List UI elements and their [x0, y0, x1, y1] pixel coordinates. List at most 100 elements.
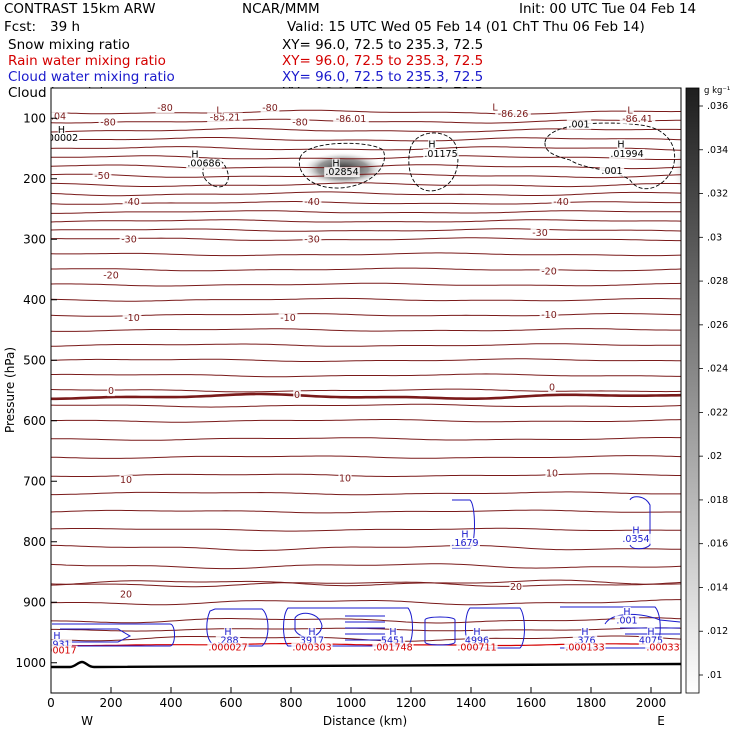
ice-max-label-bg	[324, 167, 360, 178]
isotherm	[51, 155, 681, 160]
ice-max-label-bg	[609, 148, 645, 159]
x-tick-label: 800	[280, 696, 303, 710]
colorbar-ramp	[685, 87, 700, 694]
rain-max-label: .000017	[37, 646, 76, 657]
isotherm-label: -10	[541, 310, 557, 321]
y-tick-label: 400	[23, 293, 46, 307]
isotherm	[51, 191, 681, 197]
extremum-label: H	[332, 159, 339, 170]
isotherm-label: -10	[124, 313, 140, 324]
cloud-water-max-label: .376	[574, 635, 595, 646]
rain-max-label: .000711	[457, 643, 496, 654]
cloud-water-max-label-bg	[299, 635, 325, 646]
extremum-label-bg	[215, 105, 223, 116]
isotherm-label: -85.21	[210, 113, 241, 124]
isotherm	[51, 581, 681, 588]
isotherm	[51, 544, 681, 551]
isotherm-label: 10	[546, 468, 558, 479]
ice-max-label: .00002	[45, 133, 78, 144]
extremum-label-bg	[191, 149, 199, 160]
cloud-water-h-bg	[473, 626, 481, 637]
isotherm-label-bg	[302, 234, 322, 245]
ice-max-label-bg	[423, 148, 459, 159]
isotherm-label-bg	[539, 309, 559, 320]
legend-field-xy: XY= 96.0, 72.5 to 235.3, 72.5	[282, 53, 483, 69]
isotherm-label: -20	[103, 271, 119, 282]
x-tick-label: 2000	[636, 696, 667, 710]
ice-max-label: .00686	[187, 159, 220, 170]
colorbar-tick-label: .036	[707, 101, 728, 112]
cloud-water-max-label-bg	[614, 615, 640, 626]
init-time: Init: 00 UTC Tue 04 Feb 14	[519, 1, 696, 17]
colorbar-unit: g kg⁻¹	[704, 86, 730, 96]
isotherm-label-bg	[119, 234, 139, 245]
cloud-water-h: H	[389, 627, 396, 638]
header: CONTRAST 15km ARW NCAR/MMM Init: 00 UTC …	[4, 1, 696, 35]
y-tick-label: 300	[23, 232, 46, 246]
extremum-label-bg	[428, 139, 436, 150]
colorbar: g kg⁻¹ .01 .012 .014 .016 .018 .02 .022 .024 .02…	[685, 86, 730, 694]
isotherm-label: -80	[157, 103, 173, 114]
isotherm-label-bg	[92, 170, 112, 181]
legend-field-name: Rain water mixing ratio	[8, 53, 166, 69]
isotherm	[51, 137, 681, 142]
ice-max-label: .01175	[424, 149, 457, 160]
cloud-water-h-bg	[581, 626, 589, 637]
legend-field-xy: XY= 96.0, 72.5 to 235.3, 72.5	[282, 37, 483, 53]
rain-max-label-bg	[207, 642, 249, 653]
cloud-water-max-label: .0354	[622, 534, 649, 545]
plot-labels: -80 -80 -80 -80 84.04 -85.21 -86.01 -86.26 -86.4…	[37, 102, 681, 657]
isotherm	[51, 437, 681, 441]
colorbar-tick-label: .028	[707, 276, 728, 287]
cloud-water-max-label: 4996	[465, 635, 489, 646]
rain-max-label: .000303	[292, 643, 331, 654]
cloud-water-h: H	[632, 525, 639, 536]
cloud-water-h-bg	[632, 525, 640, 536]
isotherm	[51, 228, 681, 232]
ice-max-label-bg	[599, 165, 625, 176]
isotherm	[51, 509, 681, 514]
ice-max-label: .001	[568, 119, 589, 130]
isotherm	[51, 182, 681, 188]
isotherm-label: -30	[304, 234, 320, 245]
isotherm-label-bg	[495, 109, 531, 120]
isotherm-label: -40	[304, 197, 320, 208]
isotherm-label-bg	[278, 312, 298, 323]
y-tick-label: 200	[23, 172, 46, 186]
cloud-water-h-bg	[623, 606, 631, 617]
cloud-water-max-label-bg	[450, 537, 480, 548]
isotherm-label: -30	[532, 228, 548, 239]
cloud-water-max-label: .1679	[451, 538, 478, 549]
ice-max-label: .001	[601, 166, 622, 177]
isotherm-label: 0	[108, 386, 114, 397]
extremum-label-bg	[617, 139, 625, 150]
y-tick-label: 600	[23, 414, 46, 428]
colorbar-tick-label: .016	[707, 539, 728, 550]
isotherm-label: 10	[339, 473, 351, 484]
y-axis-title: Pressure (hPa)	[3, 347, 17, 433]
isotherm-label-bg	[98, 117, 118, 128]
extremum-label: H	[428, 139, 435, 150]
isotherm-label-bg	[293, 389, 301, 400]
isotherm	[51, 237, 681, 242]
rain-max-label: .001748	[373, 643, 412, 654]
cloud-water-contour	[60, 628, 132, 643]
y-tick-label: 1000	[15, 656, 46, 670]
colorbar-tick-label: .032	[707, 189, 728, 200]
colorbar-tick-label: .022	[707, 407, 728, 418]
cloud-water-h: H	[623, 607, 630, 618]
rain-max-label: .000133	[565, 643, 604, 654]
cloud-water-max-label-bg	[621, 533, 651, 544]
cloud-water-h: H	[473, 627, 480, 638]
legend-field-xy: XY= 96.0, 72.5 to 235.3, 72.5	[282, 69, 483, 85]
plot-area: -80 -80 -80 -80 84.04 -85.21 -86.01 -86.26 -86.4…	[37, 87, 682, 694]
isotherm-label: -30	[121, 234, 137, 245]
cloud-water-max-label-bg	[464, 635, 490, 646]
isotherm	[51, 313, 681, 317]
isotherm-label-bg	[207, 112, 243, 123]
isotherm	[51, 328, 681, 332]
rain-max-label-bg	[456, 642, 498, 653]
x-tick-label: 0	[47, 696, 55, 710]
model-title: CONTRAST 15km ARW	[4, 1, 155, 17]
